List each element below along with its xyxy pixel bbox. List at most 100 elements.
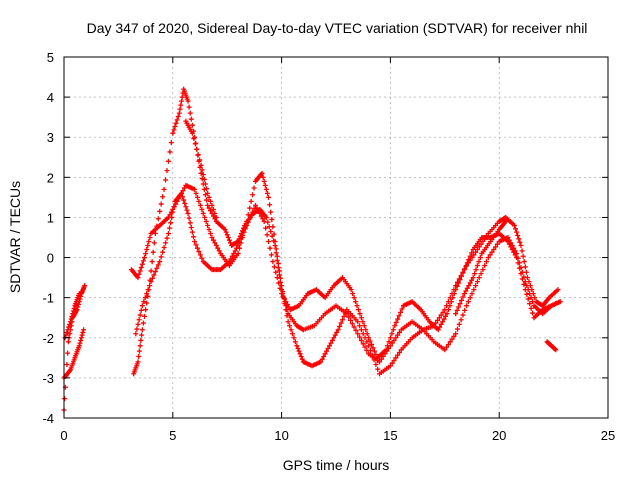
data-point [348,317,354,323]
x-tick-labels: 0 5 10 15 20 25 [60,428,615,443]
x-tick-label: 15 [383,428,397,443]
data-point [82,283,88,289]
data-point [150,249,156,255]
data-point [255,208,261,214]
x-tick-label: 5 [169,428,176,443]
data-point [175,113,181,119]
data-point [357,311,363,317]
data-point [263,214,269,220]
data-point [143,307,149,313]
data-point [206,194,212,200]
y-tick-label: -3 [42,371,54,386]
data-point [557,299,563,305]
data-point [514,229,520,235]
data-point [195,152,201,158]
data-point [271,264,277,270]
data-point [485,255,491,261]
data-point [292,339,298,345]
y-tick-label: 0 [47,251,54,266]
data-point [528,295,534,301]
data-point [366,335,372,341]
data-point [259,170,265,176]
data-point [375,366,381,372]
data-point [139,327,145,333]
data-point [226,237,232,243]
data-point [76,343,82,349]
data-point [75,304,81,310]
data-point [462,307,468,313]
data-point [456,276,462,282]
data-point [460,294,466,300]
data-point [68,316,74,322]
data-point [444,344,450,350]
data-point [272,239,278,245]
data-point [145,287,151,293]
data-point [328,340,334,346]
data-point [340,317,346,323]
data-point [242,226,248,232]
data-point [493,244,499,250]
data-point [351,324,357,330]
data-point [235,243,241,249]
data-point [342,310,348,316]
data-point [163,177,169,183]
data-point [197,157,203,163]
y-tick-label: 5 [47,50,54,65]
data-point [137,312,143,318]
series-track-h [544,339,559,353]
data-point [363,327,369,333]
data-point [276,280,282,286]
data-point [164,168,170,174]
data-point [505,239,511,245]
data-point [196,198,202,204]
data-point [137,268,143,274]
data-point [321,353,327,359]
data-point [205,222,211,228]
data-point [435,317,441,323]
data-point [454,307,460,313]
data-point [358,315,364,321]
data-point [189,229,195,235]
data-point [245,212,251,218]
data-point [179,190,185,196]
data-point [273,269,279,275]
data-point [222,226,228,232]
data-point [202,214,208,220]
data-point [182,200,188,206]
data-point [337,323,343,329]
series-track-e [128,170,563,377]
series-track-g [183,118,219,220]
data-point [448,299,454,305]
data-point [160,194,166,200]
data-point [208,198,214,204]
data-point [163,240,169,246]
data-point [239,232,245,238]
data-point [168,140,174,146]
data-point [152,269,158,275]
data-point [169,214,175,220]
data-point [298,353,304,359]
data-point [335,327,341,333]
data-point [517,239,523,245]
data-point [353,327,359,333]
data-point [521,259,527,265]
data-point [478,241,484,247]
data-point [473,283,479,289]
data-point [525,296,531,302]
data-point [180,188,186,194]
data-point [389,331,395,337]
data-point [267,202,273,208]
data-point [524,291,530,297]
data-point [476,244,482,250]
data-point [173,120,179,126]
data-point [78,337,84,343]
data-point [445,341,451,347]
data-point [390,327,396,333]
y-tick-label: 1 [47,210,54,225]
data-point [276,268,282,274]
data-point [176,110,182,116]
data-point [247,205,253,211]
data-point [445,307,451,313]
data-point [283,307,289,313]
data-point [144,291,150,297]
